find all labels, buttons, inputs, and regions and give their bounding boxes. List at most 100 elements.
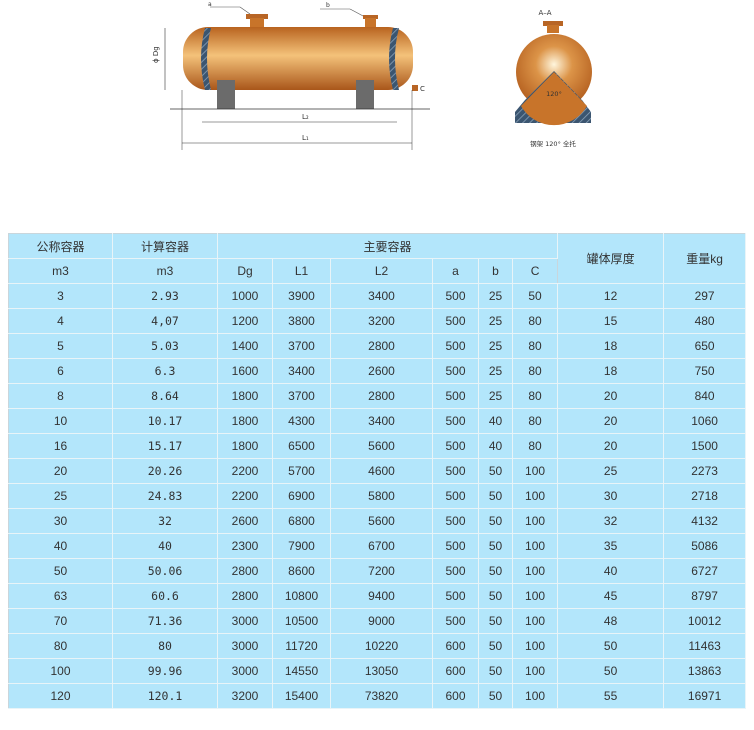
table-cell: 10012 [663,608,747,634]
header-l2: L2 [330,258,433,284]
table-row: 100 99.96 3000 14550 13050 600 50 100 50 13863 [8,658,747,684]
table-cell: 50 [478,683,513,709]
table-cell: 3200 [217,683,273,709]
l2-label: L₂ [302,113,309,121]
table-cell: 2800 [217,558,273,584]
header-l1: L1 [272,258,331,284]
table-row: 10 10.17 1800 4300 3400 500 40 80 20 1060 [8,408,747,434]
table-cell: 120 [8,683,113,709]
table-cell: 10.17 [112,408,218,434]
table-row: 5 5.03 1400 3700 2800 500 25 80 18 650 [8,333,747,359]
table-cell: 100 [511,558,559,584]
table-cell: 2800 [217,583,273,609]
header-nominal: 公称容器 [8,233,113,259]
table-cell: 8 [8,383,113,409]
table-cell: 3400 [272,358,331,384]
table-cell: 25 [478,383,513,409]
table-cell: 45 [557,583,665,609]
table-cell: 80 [8,633,113,659]
table-cell: 13863 [663,658,747,684]
table-cell: 30 [8,508,113,534]
table-cell: 500 [432,283,479,309]
table-cell: 100 [511,583,559,609]
table-row: 120 120.1 3200 15400 73820 600 50 100 55 16971 [8,683,747,709]
header-dg: Dg [217,258,273,284]
table-cell: 500 [432,483,479,509]
l1-label: L₁ [302,134,309,142]
table-cell: 2600 [217,508,273,534]
table-cell: 500 [432,583,479,609]
table-cell: 18 [557,358,665,384]
table-cell: 7900 [272,533,331,559]
section-view: A–A 120° 钢架 120° 全托 [515,9,592,148]
table-cell: 600 [432,658,479,684]
table-cell: 14550 [272,658,331,684]
table-cell: 3400 [330,408,433,434]
table-cell: 750 [663,358,747,384]
table-cell: 50 [478,558,513,584]
table-cell: 50 [557,658,665,684]
table-cell: 80 [511,333,559,359]
table-cell: 16 [8,433,113,459]
c-label: C [420,85,425,93]
table-cell: 25 [478,308,513,334]
table-cell: 6900 [272,483,331,509]
table-cell: 20 [557,433,665,459]
table-cell: 650 [663,333,747,359]
table-cell: 50 [511,283,559,309]
table-cell: 297 [663,283,747,309]
table-cell: 80 [511,308,559,334]
table-cell: 3700 [272,333,331,359]
header-calc-unit: m3 [112,258,218,284]
table-cell: 500 [432,608,479,634]
table-cell: 50 [8,558,113,584]
table-cell: 5 [8,333,113,359]
table-cell: 2800 [330,333,433,359]
table-cell: 100 [511,633,559,659]
table-cell: 40 [112,533,218,559]
table-cell: 500 [432,433,479,459]
table-cell: 3000 [217,633,273,659]
table-cell: 50.06 [112,558,218,584]
table-cell: 500 [432,533,479,559]
table-row: 25 24.83 2200 6900 5800 500 50 100 30 2718 [8,483,747,509]
table-cell: 71.36 [112,608,218,634]
table-cell: 2300 [217,533,273,559]
table-cell: 11463 [663,633,747,659]
table-cell: 5600 [330,508,433,534]
table-cell: 80 [112,633,218,659]
table-cell: 500 [432,333,479,359]
table-cell: 1800 [217,408,273,434]
table-cell: 3900 [272,283,331,309]
table-cell: 480 [663,308,747,334]
table-row: 6 6.3 1600 3400 2600 500 25 80 18 750 [8,358,747,384]
table-cell: 3200 [330,308,433,334]
table-cell: 6700 [330,533,433,559]
table-cell: 80 [511,383,559,409]
table-cell: 4 [8,308,113,334]
table-cell: 100 [511,608,559,634]
table-cell: 5.03 [112,333,218,359]
table-row: 20 20.26 2200 5700 4600 500 50 100 25 2273 [8,458,747,484]
table-cell: 25 [478,283,513,309]
table-cell: 50 [478,533,513,559]
table-cell: 6500 [272,433,331,459]
table-cell: 15.17 [112,433,218,459]
a-label: a [208,1,212,8]
table-cell: 50 [478,658,513,684]
table-cell: 5700 [272,458,331,484]
table-row: 40 40 2300 7900 6700 500 50 100 35 5086 [8,533,747,559]
table-cell: 6.3 [112,358,218,384]
table-cell: 2600 [330,358,433,384]
header-a: a [432,258,479,284]
table-cell: 840 [663,383,747,409]
table-cell: 1800 [217,433,273,459]
header-calc: 计算容器 [112,233,218,259]
table-cell: 100 [8,658,113,684]
table-cell: 500 [432,558,479,584]
table-cell: 55 [557,683,665,709]
table-cell: 10 [8,408,113,434]
table-cell: 2.93 [112,283,218,309]
b-label: b [326,2,330,9]
table-cell: 63 [8,583,113,609]
